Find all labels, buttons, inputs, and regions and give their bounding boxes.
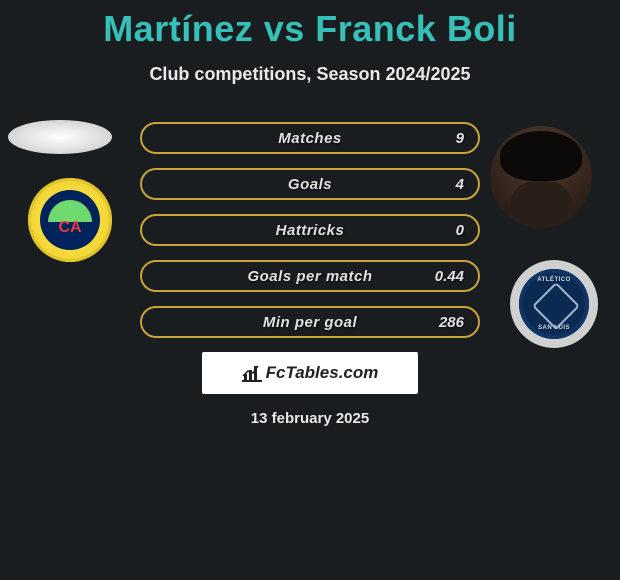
stat-label: Goals	[288, 176, 332, 193]
club-badge-right: ATLÉTICO SAN LUIS	[510, 260, 598, 348]
stat-label: Matches	[278, 130, 342, 147]
stat-value: 0	[456, 222, 464, 239]
date-text: 13 february 2025	[0, 410, 620, 427]
club-badge-right-bottom: SAN LUIS	[519, 325, 589, 331]
stat-label: Min per goal	[263, 314, 357, 331]
stat-row: Goals 4	[140, 168, 480, 200]
player-right-avatar	[490, 126, 592, 228]
stat-row: Matches 9	[140, 122, 480, 154]
stat-value: 0.44	[435, 268, 464, 285]
stats-panel: Matches 9 Goals 4 Hattricks 0 Goals per …	[140, 122, 480, 352]
player-left-avatar-placeholder	[8, 120, 112, 154]
stat-row: Goals per match 0.44	[140, 260, 480, 292]
club-badge-left-text: CA	[58, 219, 81, 237]
chart-icon	[242, 364, 262, 382]
brand-logo: FcTables.com	[202, 352, 418, 394]
stat-row: Min per goal 286	[140, 306, 480, 338]
club-badge-right-top: ATLÉTICO	[519, 277, 589, 283]
stat-value: 9	[456, 130, 464, 147]
stat-row: Hattricks 0	[140, 214, 480, 246]
subtitle: Club competitions, Season 2024/2025	[0, 64, 620, 85]
stat-label: Hattricks	[276, 222, 345, 239]
club-badge-left: CA	[28, 178, 112, 262]
stat-value: 286	[439, 314, 464, 331]
page-title: Martínez vs Franck Boli	[0, 0, 620, 50]
stat-label: Goals per match	[247, 268, 372, 285]
brand-text: FcTables.com	[266, 363, 379, 383]
stat-value: 4	[456, 176, 464, 193]
